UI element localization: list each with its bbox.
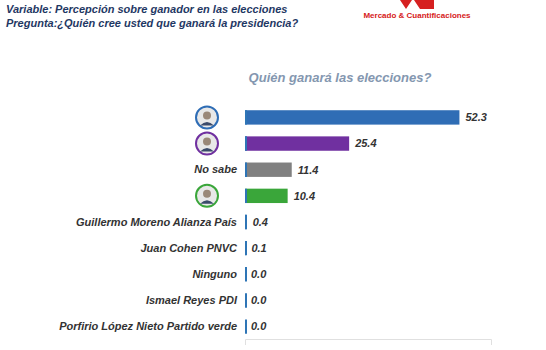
bar bbox=[245, 319, 246, 333]
bars bbox=[245, 110, 459, 255]
x-axis bbox=[246, 340, 492, 346]
data-label: 0.0 bbox=[251, 320, 267, 332]
bar-baseline bbox=[245, 293, 247, 307]
y-tick-label: Guillermo Moreno Alianza País bbox=[76, 216, 237, 228]
data-label: 52.3 bbox=[465, 111, 486, 123]
y-tick-label: Juan Cohen PNVC bbox=[140, 242, 238, 254]
icon-body bbox=[200, 148, 214, 152]
bar bbox=[245, 241, 246, 255]
bar-baseline bbox=[245, 215, 247, 229]
icon-frame bbox=[196, 106, 218, 128]
bar bbox=[245, 110, 459, 124]
header-question: Pregunta:¿Quién cree usted que ganará la… bbox=[6, 17, 298, 30]
data-label: 10.4 bbox=[294, 190, 315, 202]
bar-baseline bbox=[245, 241, 247, 255]
data-label: 0.4 bbox=[253, 216, 268, 228]
bar-baselines bbox=[246, 110, 247, 334]
y-tick-label: Porfirio López Nieto Partido verde bbox=[59, 320, 237, 332]
bar-baseline bbox=[245, 267, 247, 281]
y-tick-label: Ismael Reyes PDI bbox=[146, 294, 238, 306]
data-label: 11.4 bbox=[298, 164, 319, 176]
bar bbox=[245, 215, 247, 229]
y-tick: Porfirio López Nieto Partido verde bbox=[59, 320, 237, 332]
candidate-icon bbox=[196, 106, 218, 128]
bar bbox=[245, 293, 246, 307]
icon-body bbox=[200, 122, 214, 126]
icon-head bbox=[203, 138, 211, 146]
bar bbox=[245, 267, 246, 281]
y-tick: Juan Cohen PNVC bbox=[140, 242, 238, 254]
data-label: 25.4 bbox=[354, 137, 376, 149]
bar-baseline bbox=[245, 136, 247, 150]
header-variable: Variable: Percepción sobre ganador en la… bbox=[6, 3, 287, 15]
y-axis: No sabe Guillermo Moreno Alianza País Juan… bbox=[59, 163, 238, 332]
bar bbox=[245, 136, 349, 150]
icon-frame bbox=[196, 185, 218, 207]
y-tick: Guillermo Moreno Alianza País bbox=[76, 216, 237, 228]
data-labels: 52.3 25.4 11.4 10.4 0.4 0.1 0.0 0.0 0.0 bbox=[251, 111, 487, 332]
y-tick-label: Ninguno bbox=[192, 268, 237, 280]
bar bbox=[245, 163, 292, 177]
y-tick: Ninguno bbox=[192, 268, 237, 280]
y-tick-label: No sabe bbox=[194, 163, 237, 175]
logo-text: Mercado & Cuantificaciones bbox=[363, 11, 471, 20]
logo: Mercado & Cuantificaciones bbox=[363, 0, 471, 20]
y-tick: Ismael Reyes PDI bbox=[146, 294, 238, 306]
icon-frame bbox=[196, 133, 218, 155]
icon-head bbox=[203, 111, 211, 119]
icon-body bbox=[200, 200, 214, 204]
title: Quién ganará las elecciones? bbox=[249, 70, 432, 85]
x-axis-line bbox=[246, 340, 492, 346]
y-tick: No sabe bbox=[194, 163, 237, 175]
icons bbox=[196, 106, 218, 206]
bar-baseline bbox=[245, 189, 247, 203]
bar-baseline bbox=[245, 110, 247, 124]
data-label: 0.0 bbox=[251, 268, 267, 280]
candidate-icon bbox=[196, 185, 218, 207]
icon-head bbox=[203, 190, 211, 198]
data-label: 0.0 bbox=[251, 294, 267, 306]
bar-baseline bbox=[245, 163, 247, 177]
bar bbox=[245, 189, 288, 203]
logo-shape bbox=[400, 0, 434, 9]
data-label: 0.1 bbox=[251, 242, 266, 254]
candidate-icon bbox=[196, 133, 218, 155]
bar-baseline bbox=[245, 319, 247, 333]
chart: Variable: Percepción sobre ganador en la… bbox=[0, 0, 546, 350]
